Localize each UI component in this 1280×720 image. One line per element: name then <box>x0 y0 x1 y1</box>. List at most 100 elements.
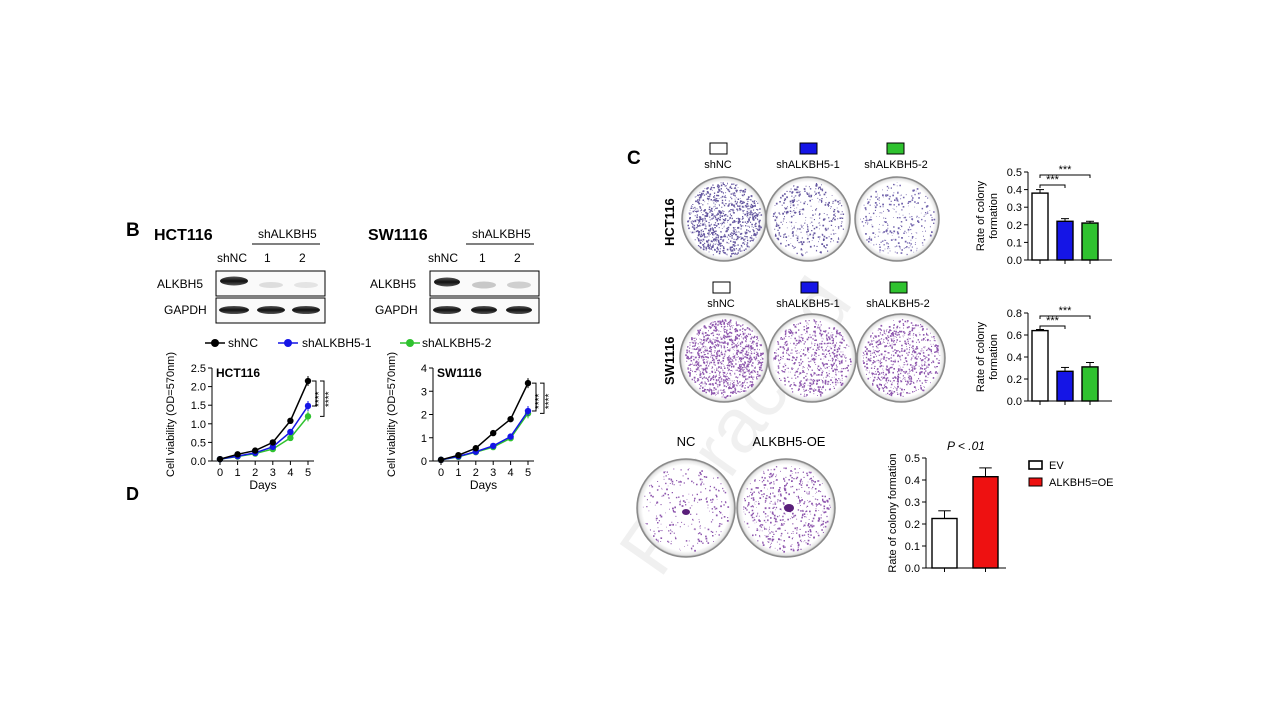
plate-sw1116-sh2 <box>856 313 946 403</box>
sample-label-alkbh5-oe: ALKBH5-OE <box>753 434 826 449</box>
y-tick-label: 0.1 <box>1007 237 1022 249</box>
data-point <box>304 377 312 385</box>
x-tick-label: 4 <box>508 467 514 479</box>
data-point <box>524 379 532 387</box>
sig-bracket-outer <box>1039 315 1091 319</box>
plate-hct116-shnc <box>681 176 767 262</box>
y-tick-label: 0.2 <box>905 519 920 531</box>
y-tick-label: 0 <box>421 456 427 468</box>
data-point <box>304 402 312 410</box>
blot-sw1116-row-alkbh5: ALKBH5 <box>370 277 416 291</box>
data-point <box>269 443 276 451</box>
panel-b-letter: B <box>126 220 140 241</box>
swatch-sh2-row1 <box>886 142 905 155</box>
x-tick-label: 1 <box>235 467 241 479</box>
data-point <box>287 434 294 442</box>
y-axis-label: Rate of colony formation <box>887 453 899 572</box>
y-tick-label: 0.2 <box>1007 220 1022 232</box>
data-point <box>490 442 497 450</box>
y-axis-label: Cell viability (OD=570nm) <box>386 352 398 477</box>
legend-label-shalkbh5-2: shALKBH5-2 <box>422 336 492 350</box>
bar-2 <box>1081 366 1099 402</box>
colony-plates <box>636 176 946 558</box>
oe-legend-label-oe: ALKBH5=OE <box>1049 477 1114 489</box>
bar-1 <box>1056 220 1074 261</box>
x-tick-label: 3 <box>270 467 276 479</box>
data-point <box>216 455 224 463</box>
swatch-sh1-row1 <box>799 142 818 155</box>
y-tick-label: 1.0 <box>191 419 206 431</box>
sig-bracket-1 <box>532 382 537 412</box>
data-point <box>234 451 241 458</box>
watermark: Retracted <box>602 262 868 589</box>
bar-chart-sw1116: 0.0 0.2 0.4 0.6 0.8 Rate of colony formation **… <box>975 305 1112 408</box>
sample-label-sh1-row2: shALKBH5-1 <box>776 298 840 310</box>
y-tick-label: 0.6 <box>1007 330 1022 342</box>
y-tick-label: 2 <box>421 410 427 422</box>
y-tick-label: 1.5 <box>191 400 206 412</box>
colonies <box>685 319 764 399</box>
sig-label-inner: *** <box>1046 315 1060 327</box>
blot-hct116-lane-shnc: shNC <box>217 251 247 265</box>
sample-label-sh1-row1: shALKBH5-1 <box>776 159 840 171</box>
y-axis-label: Cell viability (OD=570nm) <box>165 352 177 477</box>
blot-sw1116-lane-2: 2 <box>514 251 521 265</box>
bar-0 <box>931 517 958 569</box>
row-label-hct116: HCT116 <box>662 198 677 246</box>
x-tick-label: 5 <box>525 467 531 479</box>
data-point <box>490 429 497 437</box>
bar-chart-hct116: 0.0 0.1 0.2 0.3 0.4 0.5 Rate of colony formatio… <box>975 164 1112 267</box>
sig-label-outer: *** <box>1059 305 1073 317</box>
x-tick-label: 2 <box>252 467 258 479</box>
y-tick-label: 0.2 <box>1007 374 1022 386</box>
legend-label-shalkbh5-1: shALKBH5-1 <box>302 336 372 350</box>
panel-c-letter: C <box>627 148 641 169</box>
x-tick-label: 0 <box>438 467 444 479</box>
plate-rim <box>854 176 940 262</box>
y-tick-label: 0.4 <box>905 475 920 487</box>
sig-bracket-outer <box>1039 174 1091 178</box>
legend-marker-shalkbh5-1 <box>284 339 292 347</box>
sample-label-shnc-row2: shNC <box>707 298 735 310</box>
plate-oe-spot <box>784 504 794 512</box>
sig-bracket-inner <box>1039 184 1066 188</box>
blot-sw1116-title: SW1116 <box>368 227 428 244</box>
sig-label-inner: *** <box>1046 174 1060 186</box>
plate-hct116-sh1 <box>765 176 851 262</box>
y-tick-label: 4 <box>421 363 427 375</box>
colonies <box>860 182 936 256</box>
x-tick-label: 3 <box>490 467 496 479</box>
plate-nc-spot <box>682 509 690 515</box>
oe-legend-swatch-oe <box>1028 477 1043 487</box>
plate-nc <box>636 458 736 558</box>
y-tick-label: 0.0 <box>191 456 206 468</box>
bar-2 <box>1081 222 1099 261</box>
bar-chart-oe: 0.0 0.1 0.2 0.3 0.4 0.5 Rate of colony formati… <box>887 439 1006 575</box>
swatch-sh1-row2 <box>800 281 819 294</box>
data-point <box>524 407 532 415</box>
plate-rim <box>636 458 736 558</box>
y-tick-label: 1 <box>421 433 427 445</box>
y-tick-label: 0.3 <box>1007 202 1022 214</box>
y-tick-label: 3 <box>421 386 427 398</box>
line-chart-hct116: 0.0 0.5 1.0 1.5 2.0 2.5 0 1 2 3 4 5 Days Cell viabili… <box>165 352 335 492</box>
blot-hct116-lane-2: 2 <box>299 251 306 265</box>
sig-label-1: **** <box>534 393 545 409</box>
blot-hct116-row-gapdh: GAPDH <box>164 303 207 317</box>
legend-marker-shnc <box>211 339 219 347</box>
blot-hct116-row-alkbh5: ALKBH5 <box>157 277 203 291</box>
colonies <box>862 319 941 397</box>
data-point <box>507 433 514 440</box>
blot-sw1116-lane-shnc: shNC <box>428 251 458 265</box>
data-point <box>269 439 276 446</box>
blot-hct116-lane-1: 1 <box>264 251 271 265</box>
y-axis-label-2: formation <box>988 334 1000 380</box>
y-tick-label: 0.3 <box>905 497 920 509</box>
bar-0 <box>1031 329 1049 402</box>
y-tick-label: 0.8 <box>1007 308 1022 320</box>
sig-label-outer: *** <box>1059 164 1073 176</box>
x-tick-label: 0 <box>217 467 223 479</box>
plate-sw1116-shnc <box>679 313 769 403</box>
colonies <box>773 319 852 397</box>
